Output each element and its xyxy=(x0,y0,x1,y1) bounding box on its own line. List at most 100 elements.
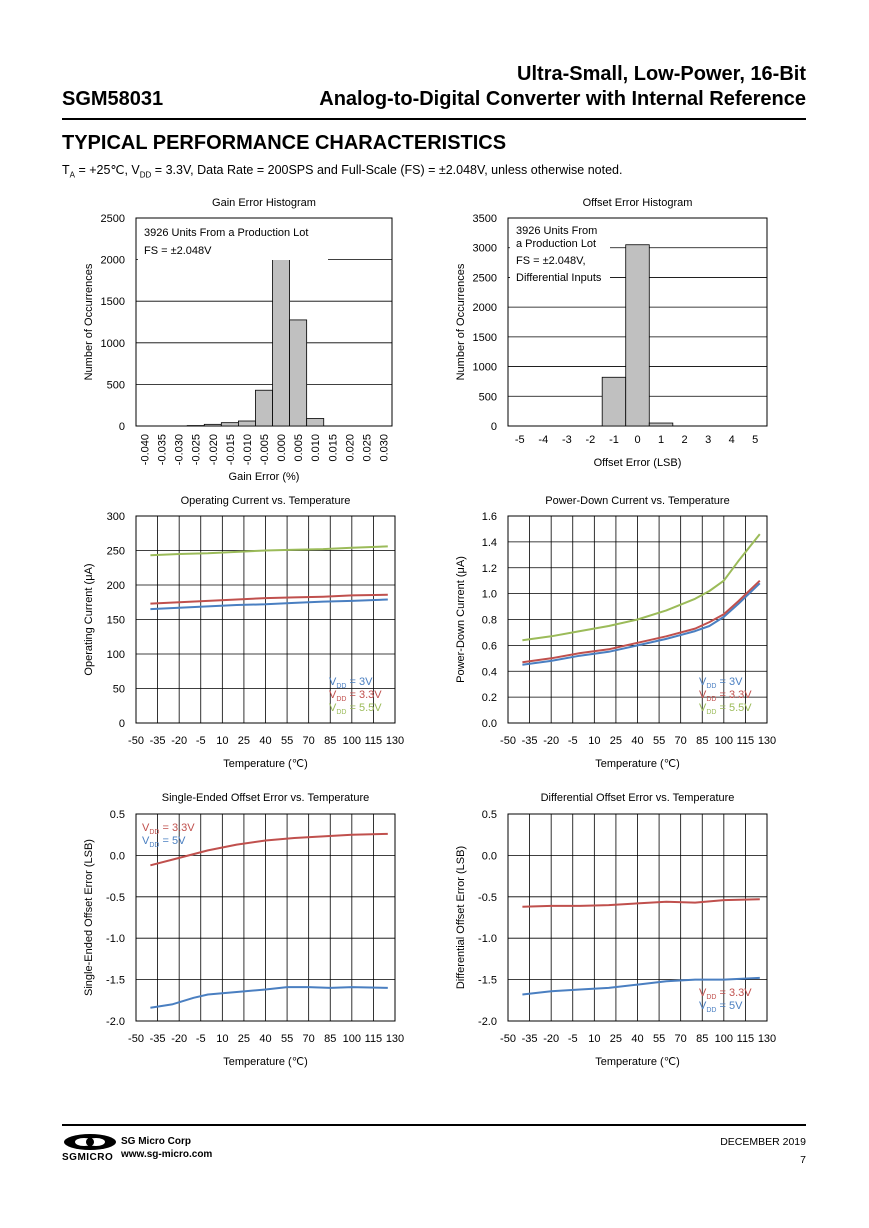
x-tick-label: 0.030 xyxy=(378,434,390,462)
x-tick-label: -50 xyxy=(500,1033,516,1045)
x-tick-label: -0.010 xyxy=(242,434,254,465)
y-tick-label: -1.0 xyxy=(106,933,125,945)
series-line xyxy=(522,976,760,996)
x-tick-label: -0.030 xyxy=(174,434,186,465)
x-tick-label: -50 xyxy=(128,735,144,747)
histogram-bar xyxy=(220,422,239,427)
histogram-bar xyxy=(306,418,325,427)
y-axis-label: Single-Ended Offset Error (LSB) xyxy=(83,839,95,996)
series-line xyxy=(522,898,760,908)
series-line xyxy=(150,593,388,605)
y-tick-label: 0 xyxy=(491,421,497,433)
cond-rest: = 3.3V, Data Rate = 200SPS and Full-Scal… xyxy=(151,163,623,177)
chart-title: Offset Error Histogram xyxy=(583,197,693,209)
x-tick-label: -0.020 xyxy=(208,434,220,465)
y-tick-label: 0.4 xyxy=(482,666,497,678)
x-tick-label: -2 xyxy=(586,434,596,446)
x-tick-label: -3 xyxy=(562,434,572,446)
x-tick-label: 4 xyxy=(729,434,735,446)
legend-entry: VDD = 3V xyxy=(329,676,373,690)
sgmicro-logo-icon xyxy=(64,1134,116,1150)
x-tick-label: 40 xyxy=(259,1033,271,1045)
y-tick-label: 1.6 xyxy=(482,511,497,523)
x-tick-label: 25 xyxy=(610,735,622,747)
y-tick-label: 1000 xyxy=(473,362,497,374)
x-tick-label: 3 xyxy=(705,434,711,446)
histogram-bar xyxy=(203,423,222,427)
chart-4: Power-Down Current vs. Temperature 0.0 0.2… xyxy=(455,495,776,770)
logo-text: SGMICRO xyxy=(62,1152,114,1163)
x-tick-label: -20 xyxy=(543,735,559,747)
x-tick-label: -5 xyxy=(568,735,578,747)
x-tick-label: -5 xyxy=(568,1033,578,1045)
x-tick-label: 40 xyxy=(259,735,271,747)
x-tick-label: 0.020 xyxy=(344,434,356,462)
x-tick-label: -20 xyxy=(171,1033,187,1045)
legend-entry: VDD = 3.3V xyxy=(699,689,752,703)
x-tick-label: -0.025 xyxy=(191,434,203,465)
chart-title: Power-Down Current vs. Temperature xyxy=(545,495,729,507)
series-line xyxy=(150,545,388,557)
x-tick-label: -1 xyxy=(609,434,619,446)
cond-ta-rest: = +25℃, V xyxy=(74,163,140,177)
company-website[interactable]: www.sg-micro.com xyxy=(121,1149,213,1160)
x-tick-label: 25 xyxy=(238,1033,250,1045)
y-tick-label: -2.0 xyxy=(478,1016,497,1028)
y-tick-label: 1.0 xyxy=(482,589,497,601)
x-tick-label: -4 xyxy=(538,434,548,446)
y-tick-label: 0.0 xyxy=(482,850,497,862)
document-date: DECEMBER 2019 xyxy=(720,1136,806,1148)
histogram-bar xyxy=(625,244,650,427)
x-tick-label: -5 xyxy=(196,735,206,747)
series-line xyxy=(522,533,761,642)
x-tick-label: -20 xyxy=(543,1033,559,1045)
x-tick-label: 100 xyxy=(715,735,733,747)
footer-rule xyxy=(62,1124,806,1126)
x-tick-label: -35 xyxy=(150,735,166,747)
x-tick-label: 55 xyxy=(281,1033,293,1045)
y-tick-label: 1000 xyxy=(101,338,125,350)
histogram-bar xyxy=(237,420,256,427)
y-axis-label: Operating Current (μA) xyxy=(83,563,95,675)
chart-3: Operating Current vs. Temperature 0 50 100 1… xyxy=(83,495,404,770)
x-tick-label: -0.015 xyxy=(225,434,237,465)
header-rule xyxy=(62,118,806,120)
page-number: 7 xyxy=(800,1154,806,1166)
annotation-text: 3926 Units From xyxy=(516,225,597,237)
x-tick-label: 0.000 xyxy=(276,434,288,462)
x-tick-label: 10 xyxy=(216,735,228,747)
histogram-bar xyxy=(601,376,627,427)
y-tick-label: 1500 xyxy=(473,332,497,344)
chart-title: Single-Ended Offset Error vs. Temperatur… xyxy=(162,792,369,804)
x-tick-label: 70 xyxy=(303,1033,315,1045)
y-tick-label: -0.5 xyxy=(106,892,125,904)
annotation-text: 3926 Units From a Production Lot xyxy=(144,227,308,239)
x-tick-label: 115 xyxy=(365,1033,383,1045)
annotation-text: FS = ±2.048V, xyxy=(516,255,586,267)
x-axis-label: Temperature (℃) xyxy=(595,758,680,770)
document-title: Ultra-Small, Low-Power, 16-Bit Analog-to… xyxy=(319,62,806,112)
y-tick-label: -1.0 xyxy=(478,933,497,945)
y-tick-label: 150 xyxy=(107,615,125,627)
chart-6: Differential Offset Error vs. Temperatur… xyxy=(455,792,776,1068)
x-tick-label: 10 xyxy=(588,735,600,747)
y-tick-label: 0.2 xyxy=(482,692,497,704)
x-tick-label: 2 xyxy=(682,434,688,446)
series-line xyxy=(150,986,388,1009)
legend-entry: VDD = 5V xyxy=(699,1000,743,1014)
x-tick-label: 0.010 xyxy=(310,434,322,462)
x-axis-label: Temperature (℃) xyxy=(595,1056,680,1068)
x-tick-label: -0.005 xyxy=(259,434,271,465)
annotation-text: FS = ±2.048V xyxy=(144,245,212,257)
part-number: SGM58031 xyxy=(62,88,164,110)
y-tick-label: 2000 xyxy=(473,302,497,314)
y-tick-label: 0.8 xyxy=(482,615,497,627)
x-tick-label: 115 xyxy=(737,735,755,747)
series-line xyxy=(150,832,388,867)
x-tick-label: -50 xyxy=(128,1033,144,1045)
x-tick-label: 130 xyxy=(758,735,776,747)
company-info: SG Micro Corp www.sg-micro.com xyxy=(121,1135,212,1161)
legend-entry: VDD = 3.3V xyxy=(699,987,752,1001)
x-tick-label: 115 xyxy=(737,1033,755,1045)
